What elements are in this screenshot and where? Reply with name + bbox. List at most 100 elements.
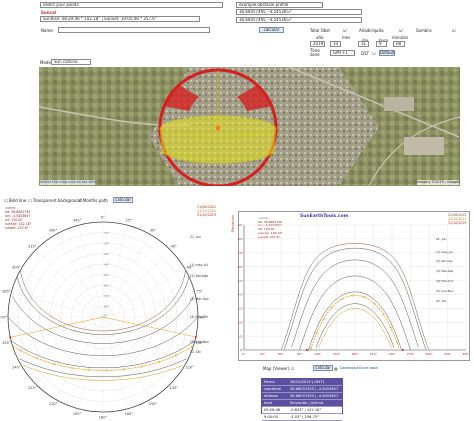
cart-x-tick: 330° <box>444 352 452 356</box>
cartesian-calc-button[interactable]: calcular <box>313 365 333 371</box>
cart-x-tick: 180° <box>351 352 359 356</box>
minute-label: minutos <box>392 35 409 40</box>
table-cell-label: hora <box>264 401 273 405</box>
polar-azimuth-label: 45° <box>171 245 177 249</box>
sun-position-table: Fecha 28/10/2019 | GMT1 coordinat 36.660574… <box>261 378 343 421</box>
calculate-button[interactable]: calcular <box>259 27 284 33</box>
excel-icon[interactable]: ▦ <box>334 366 338 371</box>
minute-select[interactable]: 08 <box>393 41 405 47</box>
transparent-bg-label: Transparent background <box>32 198 82 203</box>
polar-month-annotation: (2) Abr-Ago <box>190 274 208 278</box>
cart-month-annotation: (4) Feb-Oct <box>436 279 454 283</box>
cart-x-tick: 30° <box>260 352 266 356</box>
polar-calc-button[interactable]: calcular <box>113 197 133 203</box>
dst-checkbox-icon[interactable]: ☐ <box>372 51 376 56</box>
cart-y-tick: 80° <box>238 237 244 241</box>
cart-y-tick: 0° <box>240 348 244 352</box>
polar-hour-marker <box>35 357 39 360</box>
polar-azimuth-label: 120° <box>185 365 194 369</box>
year-label: año <box>316 35 324 40</box>
table-cell-value: 36.66057495 | -4.5453657 <box>290 394 339 398</box>
cart-x-tick: 240° <box>388 352 396 356</box>
checkbox-icon[interactable]: ☐ <box>28 198 32 203</box>
location-marker-icon[interactable] <box>215 125 221 131</box>
dst-label: DST <box>361 51 370 56</box>
mode-select[interactable]: Sun camino <box>51 59 91 65</box>
cart-x-tick: 210° <box>370 352 378 356</box>
time-zone-label: Time zone <box>310 48 320 57</box>
coordinates-field-b[interactable]: 36.66057495, -4.5453657 <box>236 17 362 23</box>
cart-sun-path <box>308 291 402 350</box>
cart-sun-path <box>291 259 419 348</box>
polar-azimuth-label: 345° <box>73 219 82 223</box>
coordinates-field-a[interactable]: 36.66057495, -4.5453657 <box>236 9 362 15</box>
year-select[interactable]: 2019 <box>310 41 325 47</box>
polar-azimuth-label: 210° <box>49 402 58 406</box>
mode-label: Mode <box>40 60 51 65</box>
cart-hour-marker <box>389 326 392 329</box>
cart-hour-marker <box>330 306 333 309</box>
polar-month-annotation: (4) Feb-Oct <box>190 315 209 319</box>
map-viewer-option[interactable]: Map (Viewer) ☐ <box>263 366 294 371</box>
cart-info-lat: lat: 36.6605749 <box>258 219 282 224</box>
obstacle-profile-select[interactable]: example obstacle profile <box>236 2 323 8</box>
shadow-sector-west <box>164 85 199 111</box>
table-cell-label: coordinat <box>264 387 281 391</box>
polar-sun-path <box>22 364 184 381</box>
polar-month-annotation: (1) may-Jul <box>190 263 208 267</box>
checkbox-icon[interactable]: ☑ <box>78 198 82 203</box>
satellite-map[interactable]: Select the map icon to set site Imagery … <box>39 67 460 186</box>
checkbox-icon[interactable]: ☐ <box>290 366 295 371</box>
bold-line-option[interactable]: ☐ Bold line <box>4 198 26 203</box>
add-remove-checkbox-icon[interactable]: ☑ <box>399 28 403 33</box>
polar-sun-path <box>7 316 199 356</box>
table-row: altitude 36.66057495 | -4.5453657 <box>262 393 342 400</box>
checkbox-icon[interactable]: ☐ <box>4 198 8 203</box>
bold-line-label: Bold line <box>8 198 27 203</box>
table-cell-value: 28/10/2019 | GMT1 <box>290 380 325 384</box>
points-select[interactable]: select your points <box>40 2 223 8</box>
months-path-option[interactable]: ☑ Months path <box>78 198 108 203</box>
polar-sunset-line <box>10 316 104 338</box>
cart-info-name: -name- <box>258 216 269 220</box>
polar-info-block: -name- lat: 36.6605749 lon: -4.5453657 a… <box>5 206 31 230</box>
transparent-bg-option[interactable]: ☐ Transparent background <box>28 198 82 203</box>
polar-sun-path <box>20 270 186 332</box>
polar-azimuth-label: 285° <box>2 289 11 293</box>
map-attribution: Imagery ©2019 ; Google <box>416 180 459 185</box>
polar-azimuth-label: 105° <box>195 341 204 345</box>
shadow-label: Sombra <box>416 28 432 33</box>
polar-legend-3: 31/10/2019 <box>197 213 217 217</box>
map-caption: Select the map icon to set site <box>40 180 95 185</box>
polar-info-name: -name- <box>5 206 17 210</box>
cart-x-tick: 300° <box>425 352 433 356</box>
cartesian-legend-3: 31/10/2019 <box>448 221 467 225</box>
cart-hour-marker <box>382 313 385 316</box>
total-obstacle-checkbox-icon[interactable]: ☑ <box>343 28 347 33</box>
cart-info-lon: lon: -4.5453657 <box>258 223 282 228</box>
day-select[interactable]: 31 <box>358 41 369 47</box>
name-input[interactable] <box>58 27 210 33</box>
default-button[interactable]: Default <box>379 50 395 56</box>
polar-hour-marker <box>122 368 126 371</box>
cart-sunrise-marker <box>306 349 309 351</box>
cartesian-logo: SunEarthTools.com <box>300 214 349 219</box>
polar-elevation-label: 10° <box>104 231 110 235</box>
cart-current-day-path <box>310 294 400 349</box>
polar-elevation-ring <box>28 242 178 392</box>
polar-azimuth-label: 165° <box>125 412 134 416</box>
cartesian-info-block: -name- lat: 36.6605749 lon: -4.5453657 a… <box>258 216 283 239</box>
time-zone-select[interactable]: GMT+1 <box>330 50 355 56</box>
download-excel-link[interactable]: Download Excel data <box>340 366 378 370</box>
polar-hour-marker <box>157 360 160 364</box>
table-row: 09:28:46 -0.833° | 102.18° <box>262 407 342 414</box>
polar-azimuth-label: 315° <box>28 245 37 249</box>
month-select[interactable]: 10 <box>330 41 341 47</box>
polar-sunset-marker <box>9 336 12 339</box>
shadow-checkbox-icon[interactable]: ☑ <box>452 28 456 33</box>
cart-x-tick: 270° <box>407 352 415 356</box>
polar-elevation-label: 80° <box>104 305 110 309</box>
polar-azimuth-label: 255° <box>2 341 11 345</box>
hour-select[interactable]: 9 <box>376 41 387 47</box>
polar-info-lon: lon: -4.5453657 <box>5 214 31 218</box>
